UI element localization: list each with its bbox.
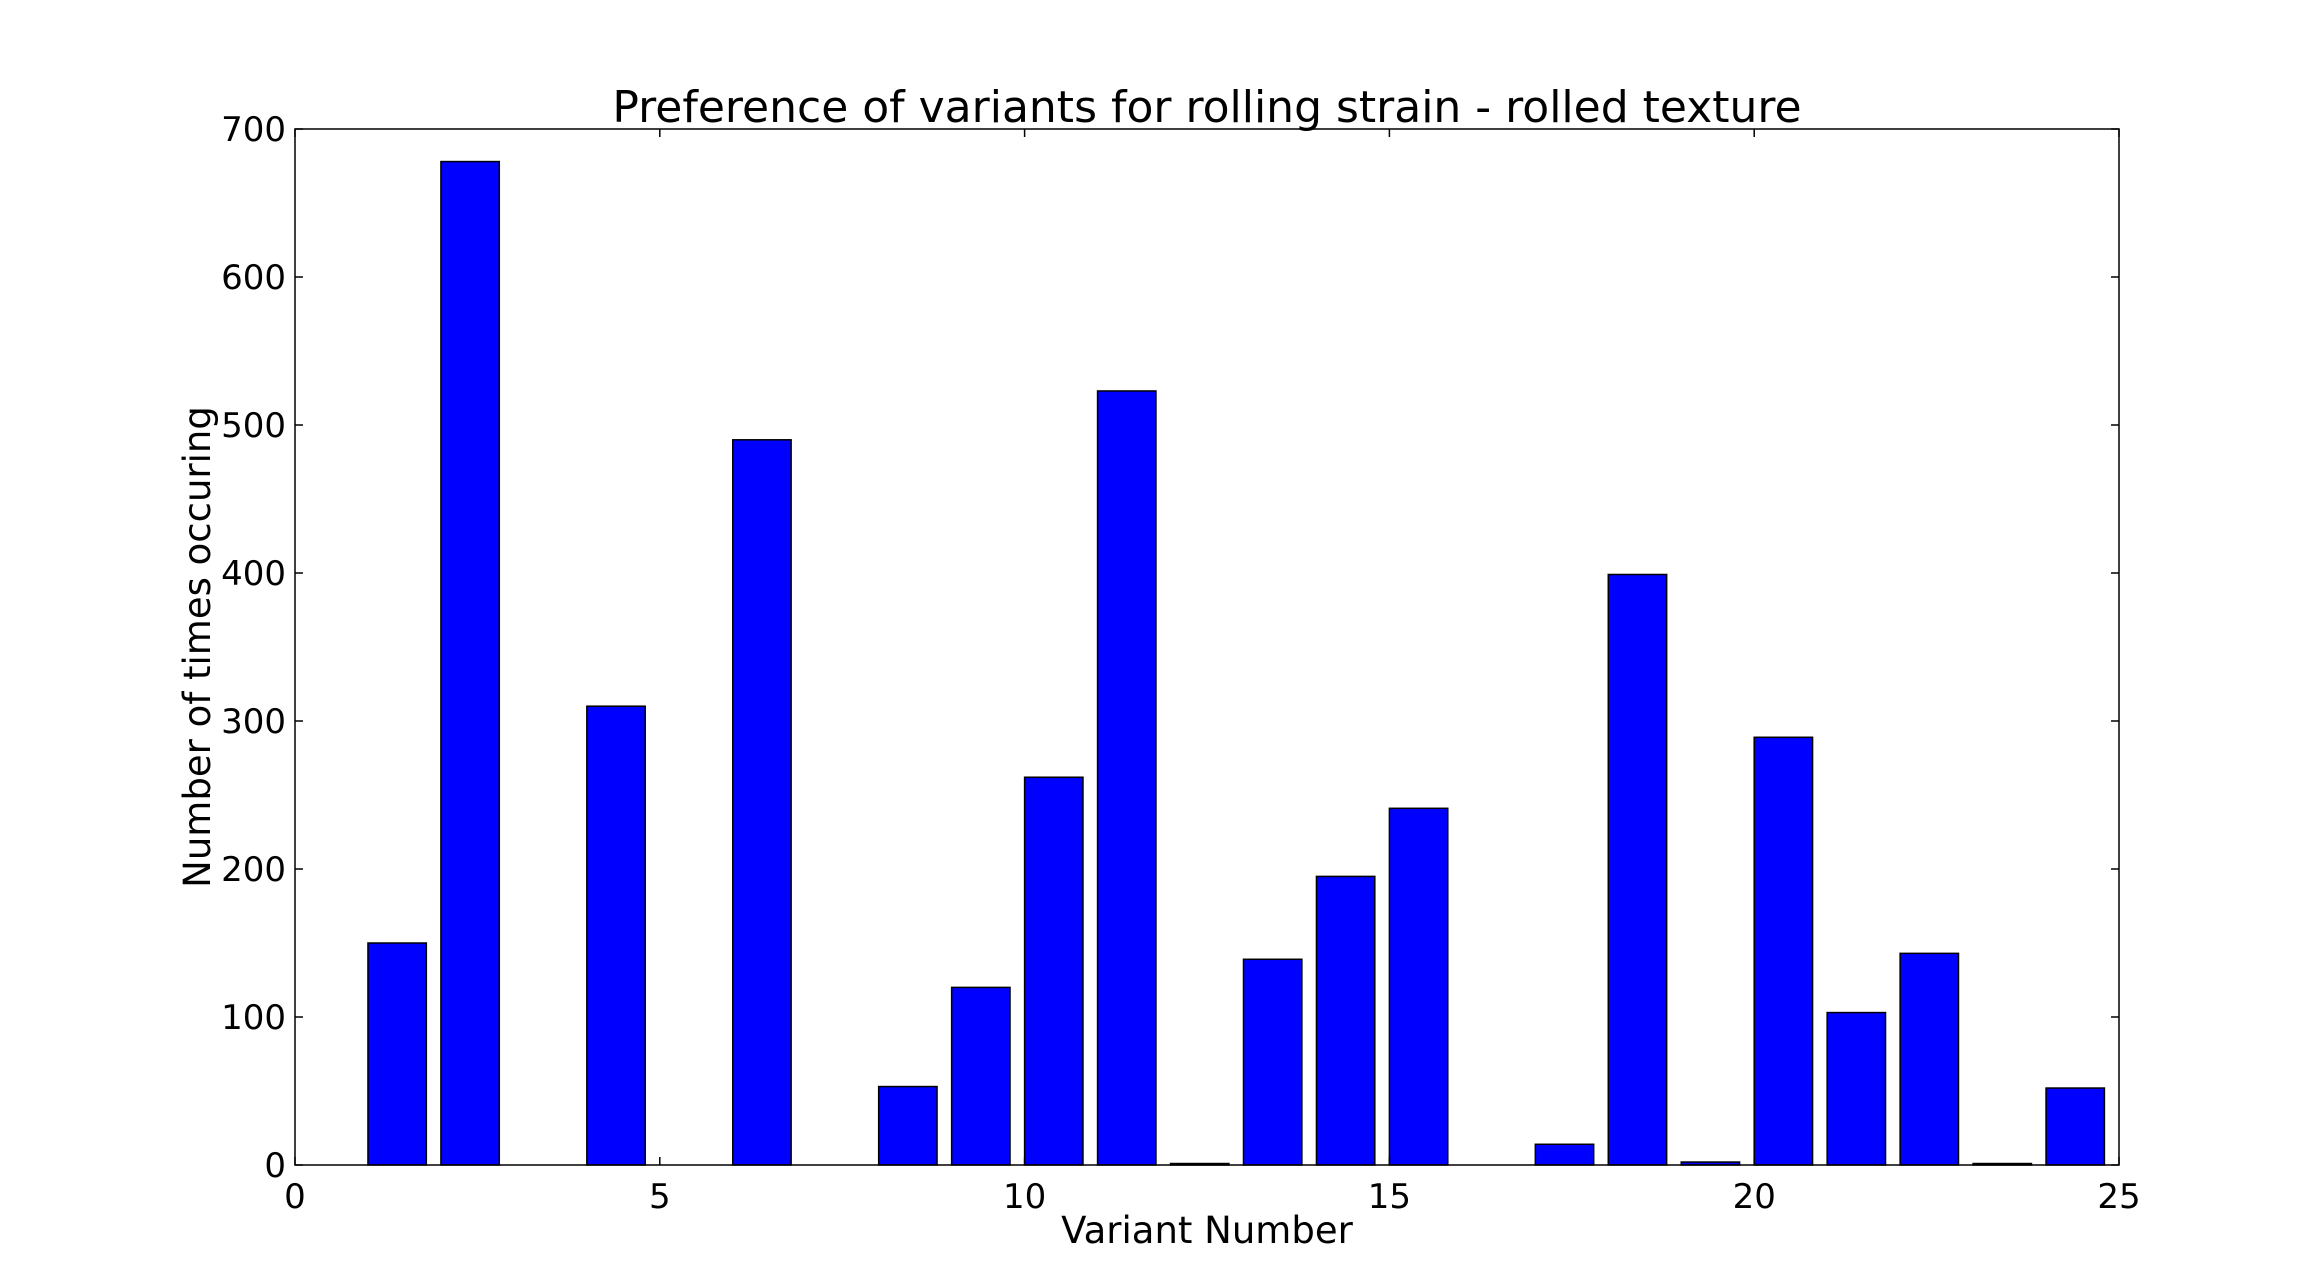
plot-frame — [294, 128, 2120, 1166]
y-tick-label: 300 — [221, 702, 286, 742]
bar-variant-22 — [1899, 952, 1960, 1166]
x-tick-label: 25 — [2097, 1177, 2140, 1217]
bar-variant-11 — [1096, 390, 1157, 1166]
bar-variant-10 — [1023, 776, 1084, 1166]
y-tick-label: 0 — [264, 1146, 286, 1186]
tick-labels-layer: 0 5 10 15 20 25 0 100 200 300 400 500 600 700 — [221, 110, 2141, 1217]
x-tick-label: 20 — [1733, 1177, 1776, 1217]
x-tick-label: 15 — [1368, 1177, 1411, 1217]
bar-variant-20 — [1753, 736, 1814, 1166]
y-tick-label: 200 — [221, 850, 286, 890]
bar-variant-6 — [732, 439, 792, 1166]
bar-variant-17 — [1534, 1143, 1595, 1166]
chart-title: Preference of variants for rolling strai… — [612, 82, 1801, 133]
bar-variant-18 — [1607, 573, 1668, 1166]
y-tick-label: 100 — [221, 998, 286, 1038]
bar-variant-1 — [367, 942, 428, 1166]
bar-variant-4 — [586, 705, 646, 1166]
x-tick-label: 5 — [649, 1177, 671, 1217]
x-tick-label: 10 — [1003, 1177, 1046, 1217]
bar-variant-15 — [1388, 807, 1449, 1166]
y-axis-label: Number of times occuring — [176, 406, 219, 888]
bar-variant-14 — [1315, 875, 1376, 1166]
bar-variant-9 — [950, 986, 1011, 1166]
bar-variant-2 — [440, 160, 501, 1166]
bars-layer — [367, 160, 2106, 1166]
bar-variant-24 — [2045, 1087, 2106, 1166]
y-tick-label: 400 — [221, 554, 286, 594]
y-tick-label: 500 — [221, 406, 286, 446]
bar-variant-8 — [877, 1085, 938, 1166]
y-tick-label: 700 — [221, 110, 286, 150]
x-tick-label: 0 — [284, 1177, 306, 1217]
y-tick-label: 600 — [221, 258, 286, 298]
x-axis-label: Variant Number — [1061, 1209, 1353, 1252]
bar-variant-13 — [1242, 958, 1303, 1166]
bar-variant-21 — [1826, 1011, 1887, 1166]
